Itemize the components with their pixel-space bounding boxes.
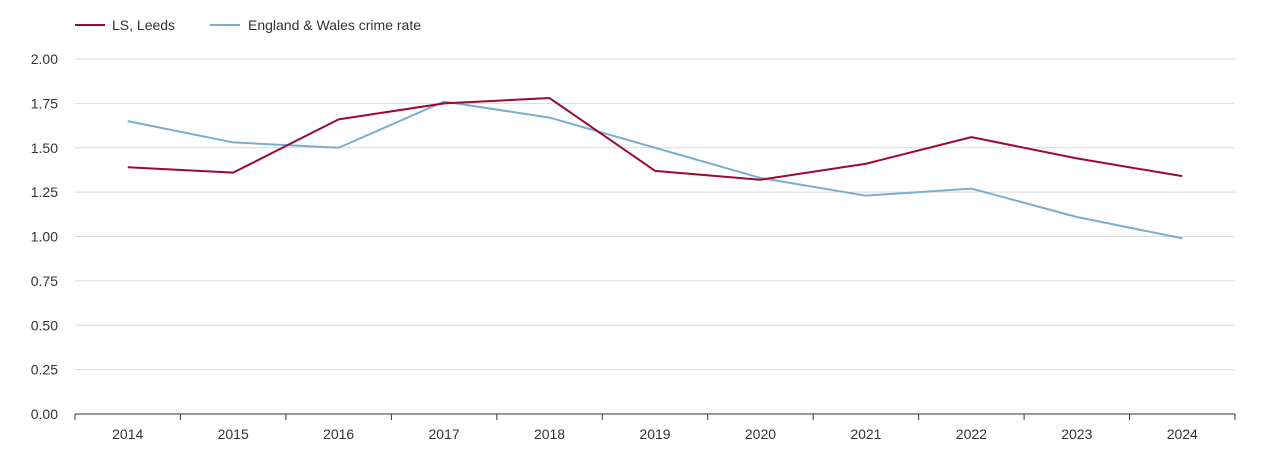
data-point-leeds[interactable] (441, 100, 447, 106)
y-tick-label: 0.50 (31, 317, 58, 333)
y-tick-label: 1.50 (31, 140, 58, 156)
x-tick-label: 2014 (112, 426, 143, 442)
gridlines (75, 58, 1235, 415)
x-tick-label: 2024 (1167, 426, 1198, 442)
legend-item-leeds[interactable]: LS, Leeds (75, 17, 175, 33)
data-point-england-wales[interactable] (547, 115, 553, 121)
data-point-leeds[interactable] (652, 168, 658, 174)
legend: LS, Leeds England & Wales crime rate (75, 17, 421, 33)
x-tick-label: 2015 (218, 426, 249, 442)
y-tick-label: 2.00 (31, 51, 58, 67)
data-point-leeds[interactable] (230, 170, 236, 176)
data-point-leeds[interactable] (968, 134, 974, 140)
data-point-leeds[interactable] (757, 177, 763, 183)
x-tick-label: 2020 (745, 426, 776, 442)
data-point-england-wales[interactable] (1179, 235, 1185, 241)
x-tick-label: 2016 (323, 426, 354, 442)
legend-label-leeds: LS, Leeds (112, 17, 175, 33)
y-tick-label: 1.25 (31, 184, 58, 200)
x-tick-label: 2018 (534, 426, 565, 442)
data-point-england-wales[interactable] (336, 145, 342, 151)
x-tick-label: 2022 (956, 426, 987, 442)
data-point-england-wales[interactable] (968, 186, 974, 192)
x-tick-label: 2023 (1061, 426, 1092, 442)
legend-item-england-wales[interactable]: England & Wales crime rate (210, 17, 421, 33)
y-tick-label: 0.00 (31, 406, 58, 422)
data-point-england-wales[interactable] (1074, 214, 1080, 220)
x-tick-label: 2021 (850, 426, 881, 442)
data-point-england-wales[interactable] (125, 118, 131, 124)
legend-label-england-wales: England & Wales crime rate (248, 17, 421, 33)
y-tick-label: 0.25 (31, 362, 58, 378)
data-point-leeds[interactable] (336, 116, 342, 122)
data-point-england-wales[interactable] (863, 193, 869, 199)
x-axis: 2014 2015 2016 2017 2018 2019 2020 2021 2022 2023… (74, 414, 1236, 442)
data-point-leeds[interactable] (1074, 155, 1080, 161)
series-lines (125, 95, 1185, 241)
x-tick-label: 2019 (639, 426, 670, 442)
x-tick-label: 2017 (429, 426, 460, 442)
series-line-england-wales[interactable] (127, 100, 1183, 240)
data-point-england-wales[interactable] (652, 145, 658, 151)
data-point-leeds[interactable] (125, 164, 131, 170)
y-tick-label: 0.75 (31, 273, 58, 289)
y-tick-label: 1.00 (31, 229, 58, 245)
data-point-leeds[interactable] (547, 95, 553, 101)
data-point-england-wales[interactable] (230, 139, 236, 145)
data-point-leeds[interactable] (1179, 173, 1185, 179)
data-point-leeds[interactable] (863, 161, 869, 167)
series-line-leeds[interactable] (127, 97, 1183, 181)
y-tick-label: 1.75 (31, 95, 58, 111)
y-axis: 0.00 0.25 0.50 0.75 1.00 1.25 1.50 1.75 2.00 (31, 51, 58, 422)
